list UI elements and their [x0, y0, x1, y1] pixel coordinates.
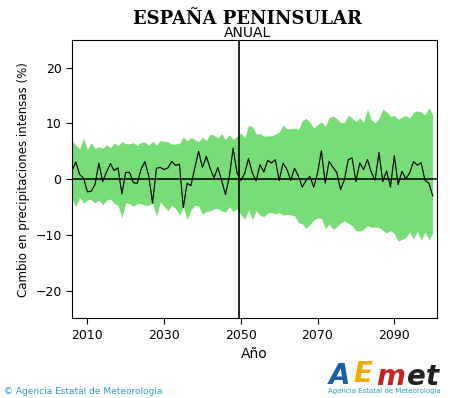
Text: E: E — [353, 360, 372, 388]
Text: ANUAL: ANUAL — [224, 26, 271, 40]
Text: m: m — [376, 363, 405, 391]
Text: © Agencia Estatal de Meteorología: © Agencia Estatal de Meteorología — [4, 387, 163, 396]
Text: A: A — [328, 362, 350, 390]
X-axis label: Año: Año — [241, 347, 268, 361]
Text: ESPAÑA PENINSULAR: ESPAÑA PENINSULAR — [133, 10, 362, 28]
Text: et: et — [407, 363, 439, 391]
Text: Agencia Estatal de Meteorología: Agencia Estatal de Meteorología — [328, 388, 441, 394]
Y-axis label: Cambio en precipitaciones intensas (%): Cambio en precipitaciones intensas (%) — [17, 62, 30, 297]
